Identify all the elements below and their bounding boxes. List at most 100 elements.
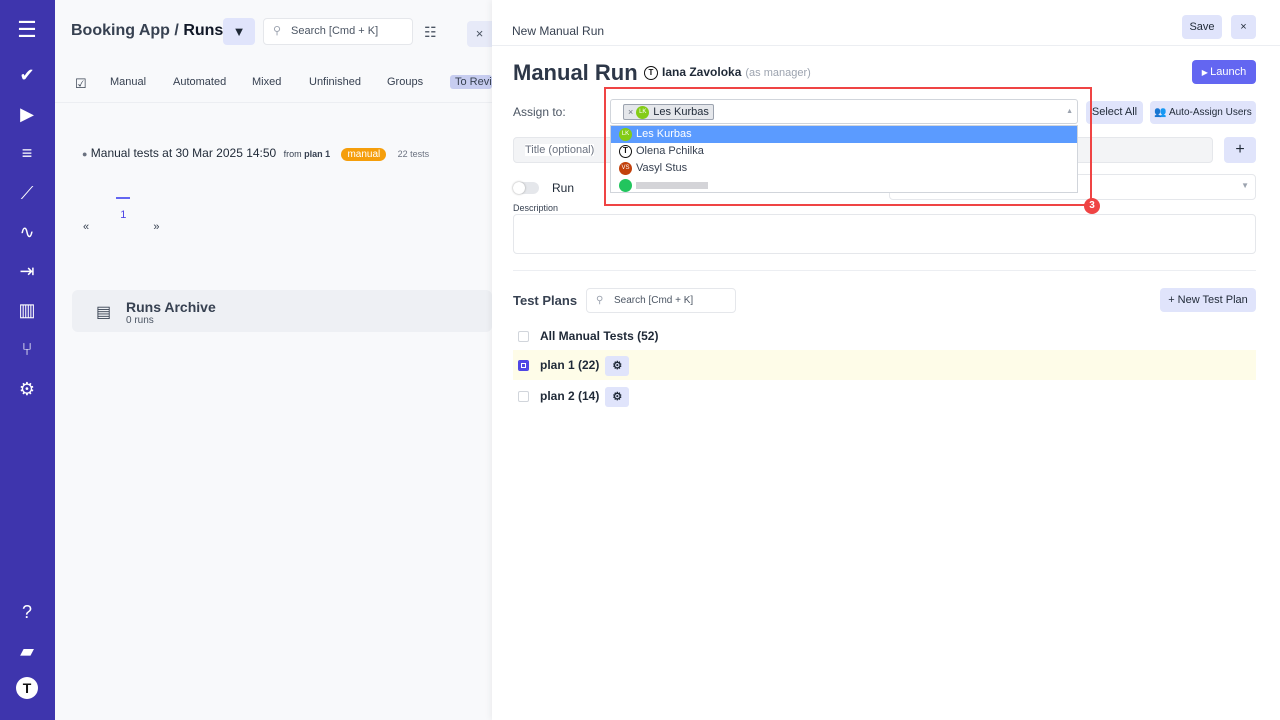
selected-user-chip: × LK Les Kurbas [623, 104, 714, 120]
search-icon: ⚲ [596, 295, 604, 306]
option-les-kurbas[interactable]: LK Les Kurbas [611, 126, 1077, 143]
remove-chip-icon[interactable]: × [628, 107, 634, 117]
menu-icon[interactable]: ☰ [17, 17, 37, 42]
add-button[interactable]: + [1224, 137, 1256, 163]
plan-label: plan 1 (22) [540, 358, 600, 372]
avatar: LK [619, 127, 632, 141]
prev-page[interactable]: « [83, 221, 90, 233]
tab-automated[interactable]: Automated [173, 76, 227, 88]
sidebar: ☰ ✔ ▶ ≡ ⟋ ∿ ⇥ ▥ ⑂ ⚙ ? ▰ T [0, 0, 55, 720]
close-left-button[interactable]: × [467, 21, 492, 47]
runs-archive[interactable]: ▤ Runs Archive 0 runs [72, 290, 492, 332]
checkbox[interactable] [518, 360, 529, 372]
assign-select[interactable]: × LK Les Kurbas ▲ [610, 99, 1078, 124]
plan-2[interactable]: plan 2 (14) ⚙ [513, 381, 1256, 411]
avatar: VS [619, 161, 632, 175]
settings-sliders-icon[interactable]: ☷ [424, 24, 437, 40]
check-icon[interactable]: ✔ [19, 65, 35, 85]
avatar: T [619, 144, 632, 158]
logo-icon[interactable]: T [16, 677, 38, 699]
play-icon[interactable]: ▶ [20, 104, 34, 124]
description-input[interactable] [513, 214, 1256, 254]
analytics-icon[interactable]: ▥ [18, 300, 36, 320]
breadcrumb-project[interactable]: Booking App [71, 22, 170, 39]
breadcrumb-page: Runs [183, 22, 224, 39]
redacted-name [636, 181, 708, 189]
manager-role: (as manager) [745, 67, 811, 79]
settings-icon[interactable]: ⚙ [18, 379, 36, 399]
next-page[interactable]: » [153, 221, 160, 233]
plans-search-placeholder: Search [Cmd + K] [614, 295, 694, 306]
option-olena-pchilka[interactable]: T Olena Pchilka [611, 143, 1077, 160]
help-icon[interactable]: ? [21, 602, 32, 622]
auto-assign-label: Auto-Assign Users [1168, 107, 1252, 118]
import-icon[interactable]: ⇥ [19, 261, 35, 281]
plan-label: plan 2 (14) [540, 389, 600, 403]
save-button[interactable]: Save [1182, 15, 1222, 39]
avatar [619, 178, 632, 192]
folder-icon[interactable]: ▰ [20, 641, 34, 661]
plan-all-manual[interactable]: All Manual Tests (52) [513, 321, 1256, 351]
chevron-up-icon[interactable]: ▲ [1066, 108, 1073, 115]
tab-to-review[interactable]: To Revi [450, 75, 492, 89]
steps-icon[interactable]: ⟋ [20, 183, 34, 203]
archive-count: 0 runs [126, 315, 154, 326]
filter-icon: ▼ [232, 24, 246, 39]
page-title: Manual Run [513, 60, 638, 85]
checkbox[interactable] [518, 331, 529, 343]
select-all-button[interactable]: Select All [1086, 101, 1143, 124]
run-tests-count: 22 tests [397, 149, 430, 159]
pagination: « 1 » [83, 197, 160, 233]
tab-mixed[interactable]: Mixed [252, 76, 282, 88]
avatar: LK [636, 105, 650, 119]
option-vasyl-stus[interactable]: VS Vasyl Stus [611, 160, 1077, 177]
avatar: T [644, 65, 658, 80]
runs-panel: Booking App / Runs ▼ ⚲ Search [Cmd + K] ☷… [55, 0, 492, 720]
gear-icon[interactable]: ⚙ [605, 386, 630, 407]
description-label: Description [513, 203, 559, 213]
option-name: Vasyl Stus [636, 162, 688, 174]
run-row[interactable]: ● Manual tests at 30 Mar 2025 14:50 from… [82, 146, 430, 161]
divider [513, 270, 1256, 271]
filter-button[interactable]: ▼ [223, 18, 255, 45]
divider [55, 102, 492, 103]
run-plan: plan 1 [304, 149, 331, 159]
page-1[interactable]: 1 [116, 197, 131, 221]
tab-groups[interactable]: Groups [387, 76, 424, 88]
search-placeholder: Search [Cmd + K] [291, 25, 379, 37]
tab-manual[interactable]: Manual [110, 76, 147, 88]
archive-icon: ▤ [96, 304, 112, 321]
run-toggle[interactable] [513, 182, 539, 194]
checkbox[interactable] [518, 391, 529, 403]
status-icon: ● [82, 149, 88, 159]
pulse-icon[interactable]: ∿ [19, 222, 35, 242]
drawer-header: New Manual Run [512, 24, 605, 38]
search-icon: ⚲ [273, 25, 282, 37]
plan-1[interactable]: plan 1 (22) ⚙ [513, 350, 1256, 380]
run-toggle-label: Run [552, 181, 575, 195]
launch-label: Launch [1210, 66, 1247, 78]
option-redacted-user[interactable] [611, 177, 1077, 194]
search-input[interactable]: ⚲ Search [Cmd + K] [263, 18, 413, 45]
new-test-plan-button[interactable]: + New Test Plan [1160, 288, 1256, 312]
run-title[interactable]: Manual tests at 30 Mar 2025 14:50 [90, 146, 277, 160]
branch-icon[interactable]: ⑂ [21, 339, 33, 359]
breadcrumb-separator: / [174, 22, 179, 39]
users-icon: 👥 [1154, 107, 1169, 118]
play-icon: ▶ [1201, 68, 1211, 77]
from-label: from [283, 149, 302, 159]
auto-assign-button[interactable]: 👥 Auto-Assign Users [1150, 101, 1256, 124]
gear-icon[interactable]: ⚙ [605, 355, 630, 376]
manager-name: Iana Zavoloka [662, 65, 742, 79]
breadcrumb: Booking App / Runs [71, 22, 223, 40]
chip-name: Les Kurbas [653, 106, 709, 118]
run-from: from plan 1 [284, 149, 331, 159]
tab-unfinished[interactable]: Unfinished [309, 76, 361, 88]
highlight-annotation [604, 87, 1092, 206]
plans-search-input[interactable]: ⚲ Search [Cmd + K] [586, 288, 736, 313]
launch-button[interactable]: ▶ Launch [1192, 60, 1256, 84]
option-name: Olena Pchilka [636, 145, 704, 157]
list-check-icon[interactable]: ≡ [21, 143, 33, 163]
select-icon[interactable]: ☑ [75, 76, 87, 91]
close-button[interactable]: × [1231, 15, 1256, 39]
